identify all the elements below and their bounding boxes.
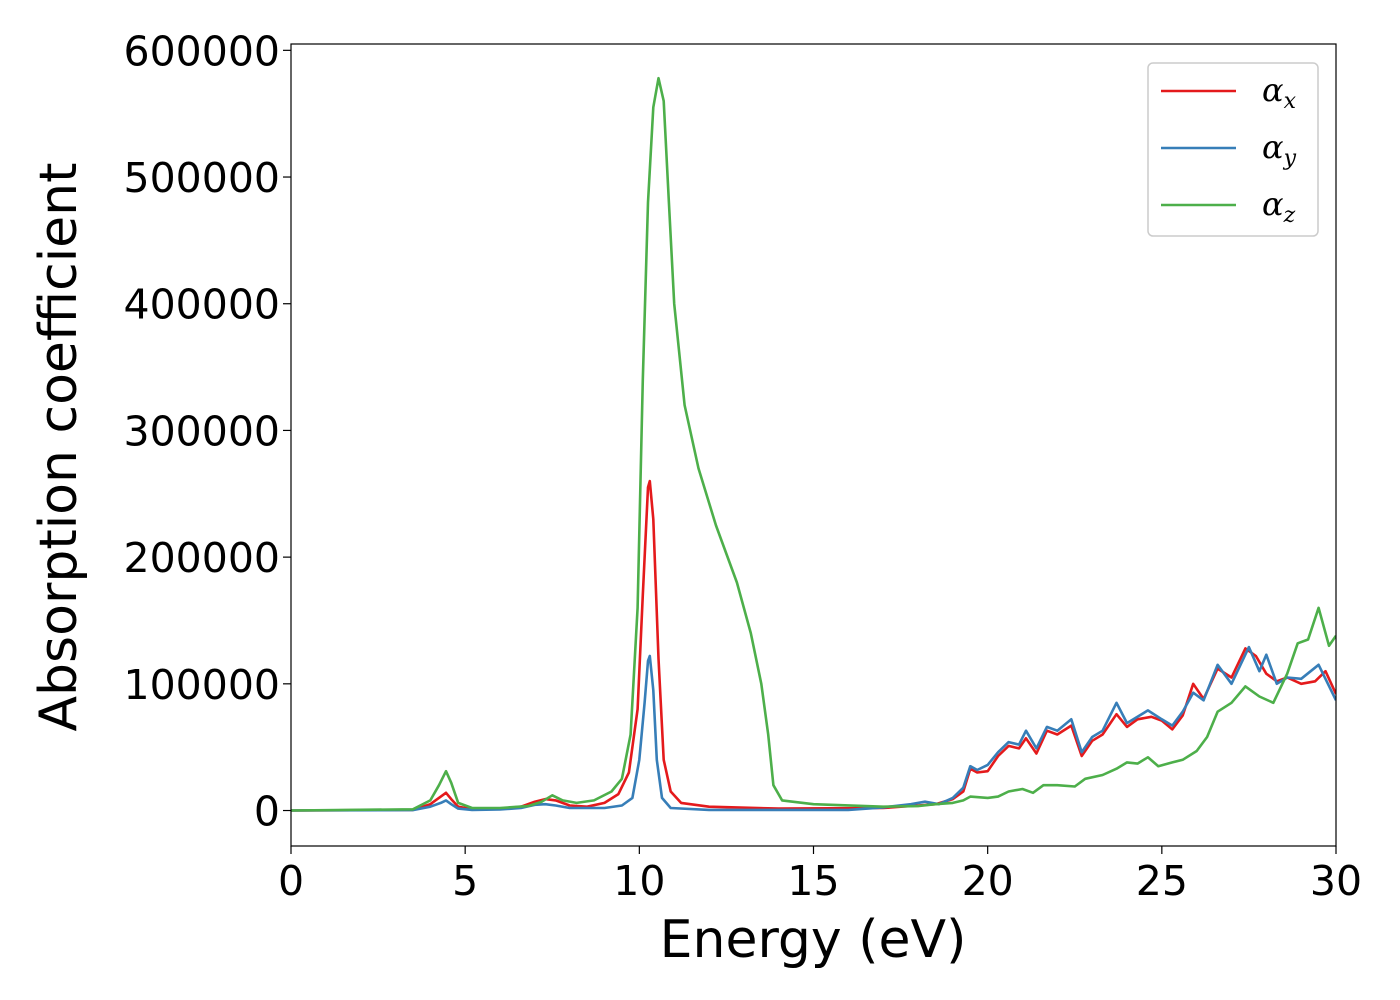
y-tick-label: 100000 [123,661,280,709]
y-tick-label: 300000 [123,407,280,455]
x-tick-label: 0 [278,857,304,905]
x-tick-label: 25 [1136,857,1188,905]
x-tick-label: 30 [1310,857,1362,905]
series-layer [291,76,1336,812]
legend: αx αy αz [1147,62,1319,237]
y-tick-label: 400000 [123,281,280,329]
x-axis-title: Energy (eV) [660,910,967,970]
legend-label-x: αx [1262,71,1297,114]
series-line-y [291,645,1336,812]
y-axis-title: Absorption coefficient [29,162,89,731]
legend-label-y: αy [1262,128,1297,171]
axes-layer: 0 5 10 15 20 25 30 0 100000 200000 300000 400000 500… [123,27,1362,905]
legend-frame [1147,62,1319,237]
x-tick-label: 20 [962,857,1014,905]
x-tick-label: 10 [613,857,665,905]
legend-label-z: αz [1262,185,1296,228]
x-tick-label: 5 [452,857,478,905]
y-tick-label: 500000 [123,154,280,202]
y-tick-label: 200000 [123,534,280,582]
y-tick-label: 600000 [123,27,280,75]
x-tick-label: 15 [787,857,839,905]
series-line-z [291,76,1336,812]
y-tick-label: 0 [254,788,280,836]
